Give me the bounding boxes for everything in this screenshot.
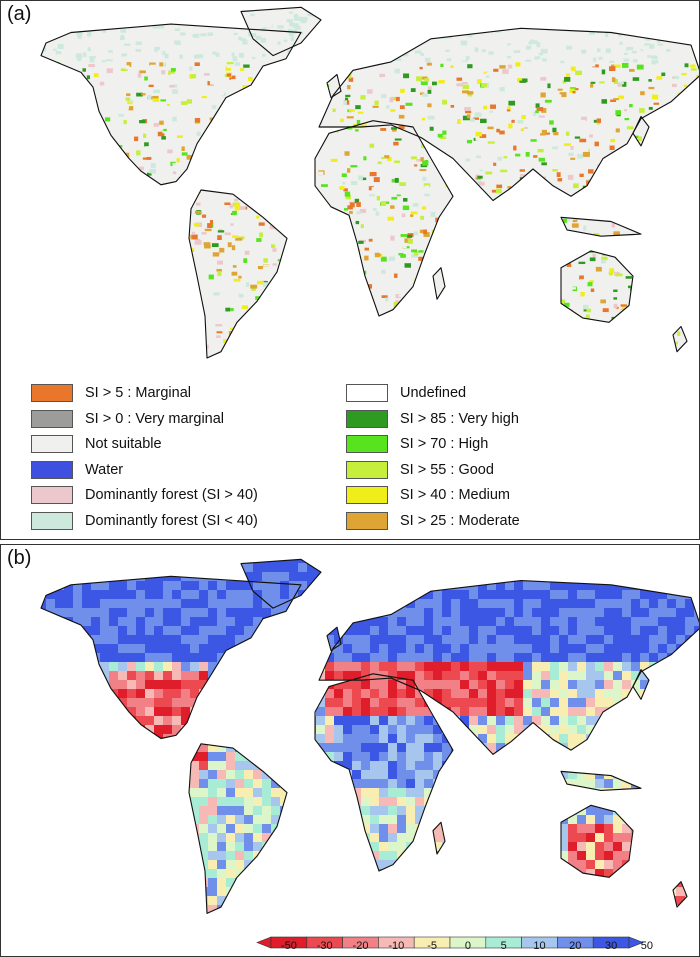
legend-swatch xyxy=(31,435,73,453)
legend-label: SI > 85 : Very high xyxy=(400,410,519,427)
legend-swatch xyxy=(346,409,388,428)
landmass-uk xyxy=(326,73,342,99)
legend-right-item: SI > 85 : Very high xyxy=(346,409,519,429)
colorbar-min-arrow xyxy=(256,936,272,949)
legend-right-item: SI > 70 : High xyxy=(346,434,488,454)
legend-swatch xyxy=(346,511,388,530)
landmass-northAmerica xyxy=(40,575,302,740)
landmass-northAmerica xyxy=(40,23,302,186)
continent-outlines xyxy=(40,558,699,914)
landmass-greenland xyxy=(240,6,322,57)
colorbar-max-arrow xyxy=(628,936,644,949)
landmass-uk xyxy=(326,626,342,652)
colorbar-tick-label: -10 xyxy=(388,940,405,952)
legend-label: SI > 55 : Good xyxy=(400,461,494,478)
landmass-eurasia xyxy=(318,579,699,755)
continent-outlines xyxy=(40,6,699,359)
legend-left-item: SI > 5 : Marginal xyxy=(31,383,191,403)
legend-right-item: Undefined xyxy=(346,383,466,403)
colorbar-tick-label: 20 xyxy=(569,940,582,952)
landmass-nz xyxy=(672,325,688,353)
colorbar-tick-label: -30 xyxy=(316,940,333,952)
colorbar-tick-label: -5 xyxy=(427,940,437,952)
legend-label: Dominantly forest (SI < 40) xyxy=(85,512,258,529)
legend-label: Undefined xyxy=(400,385,467,401)
landmass-australia xyxy=(560,804,634,878)
legend-swatch xyxy=(346,460,388,479)
colorbar-tick-label: 5 xyxy=(500,940,507,952)
legend-label: SI > 40 : Medium xyxy=(400,487,511,503)
legend-label: SI > 70 : High xyxy=(400,436,489,452)
legend-swatch xyxy=(346,435,388,453)
landmass-africa xyxy=(314,120,454,317)
landmass-madagascar xyxy=(432,821,446,855)
landmass-indonesia xyxy=(561,217,641,237)
legend-label: SI > 0 : Very marginal xyxy=(85,410,225,427)
landmass-indonesia xyxy=(560,770,642,792)
change-world-map xyxy=(40,558,699,949)
legend-left-item: SI > 0 : Very marginal xyxy=(31,409,224,429)
legend-label: Not suitable xyxy=(85,436,162,452)
change-grid-cells xyxy=(41,559,699,914)
suitability-legend: SI > 5 : Marginal SI > 0 : Very marginal N… xyxy=(1,1,699,539)
colorbar-tick-label: 30 xyxy=(604,940,618,952)
panel-a-suitability-map: (a) SI > 5 : Marginal SI > 0 : Very margi… xyxy=(0,0,700,540)
legend-left-item: Water xyxy=(31,460,123,480)
legend-left-item: Not suitable xyxy=(31,434,162,454)
colorbar xyxy=(256,936,644,949)
legend-swatch xyxy=(31,460,73,479)
landmass-eurasia xyxy=(318,27,699,202)
legend-label: Dominantly forest (SI > 40) xyxy=(85,487,258,503)
legend-left-item: Dominantly forest (SI > 40) xyxy=(31,485,258,505)
landmass-greenland xyxy=(240,558,322,609)
panel-b-change-map: (b) -50 -30 -20 -10 -5 0 5 10 20 30 50 xyxy=(0,544,700,957)
panel-b-label: (b) xyxy=(7,547,32,569)
landmass-madagascar xyxy=(432,267,446,300)
legend-right-item: SI > 40 : Medium xyxy=(346,485,510,505)
legend-label: SI > 25 : Moderate xyxy=(400,512,520,529)
colorbar-tick-label: 0 xyxy=(464,940,471,952)
panel-a-label: (a) xyxy=(7,3,32,25)
landmass-indonesia xyxy=(560,216,642,237)
legend-label: Water xyxy=(85,461,124,478)
legend-swatch xyxy=(31,384,73,402)
legend-right-item: SI > 55 : Good xyxy=(346,460,494,480)
legend-label: SI > 5 : Marginal xyxy=(85,385,191,401)
legend-swatch xyxy=(31,511,73,530)
legend-swatch xyxy=(31,409,73,428)
landmass-japan xyxy=(632,115,650,147)
colorbar-tick-label: -20 xyxy=(352,940,369,952)
colorbar-tick-label: 50 xyxy=(640,940,654,952)
landmass-africa xyxy=(314,673,454,872)
legend-swatch xyxy=(31,486,73,504)
legend-swatch xyxy=(346,486,388,504)
landmass-southAmerica xyxy=(188,189,288,359)
colorbar-tick-label: 10 xyxy=(533,940,546,952)
landmass-southAmerica xyxy=(189,189,287,358)
legend-swatch xyxy=(346,384,388,402)
legend-left-item: Dominantly forest (SI < 40) xyxy=(31,511,258,531)
landmass-nz xyxy=(672,881,688,908)
landmass-southAmerica xyxy=(188,743,288,914)
landmass-australia xyxy=(560,250,634,323)
landmass-japan xyxy=(632,669,650,700)
legend-right-item: SI > 25 : Moderate xyxy=(346,511,520,531)
suitability-world-map xyxy=(40,6,699,359)
colorbar-tick-label: -50 xyxy=(280,940,297,952)
